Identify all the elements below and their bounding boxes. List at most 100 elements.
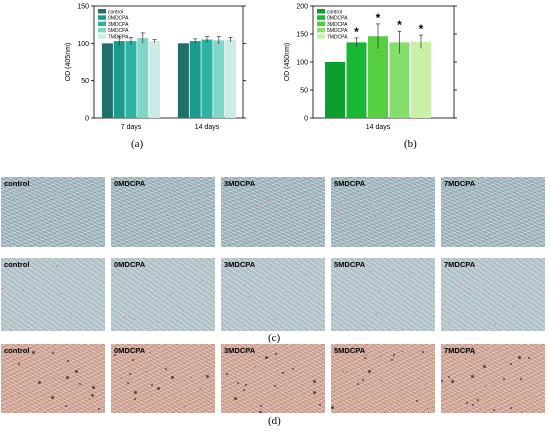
panel-label-d: (d): [268, 415, 281, 427]
micrograph-control-3: control: [1, 344, 105, 413]
y-tick-label: 50: [300, 88, 308, 95]
stain-speckles: [441, 344, 545, 413]
legend-swatch: [98, 9, 106, 14]
micrograph-0mdcpa-1: 0MDCPA: [111, 177, 215, 247]
legend-entry: 0MDCPA: [327, 16, 348, 22]
y-axis-label: OD (405nm): [65, 43, 72, 82]
micrograph-label: 7MDCPA: [444, 179, 476, 188]
legend-swatch: [98, 21, 106, 27]
significance-star: *: [376, 11, 381, 25]
y-tick-label: 150: [77, 4, 89, 11]
legend-swatch: [317, 34, 325, 39]
bar: [201, 39, 213, 118]
stain-speckles: [441, 177, 545, 247]
stain-speckles: [441, 258, 545, 331]
x-tick-label: 14 days: [366, 124, 391, 131]
micrograph-label: 0MDCPA: [114, 179, 146, 188]
significance-star: *: [354, 25, 359, 39]
micrograph-label: control: [4, 260, 30, 269]
legend-entry: 7MDCPA: [108, 35, 129, 41]
micrograph-0mdcpa-2: 0MDCPA: [111, 258, 215, 331]
legend-entry: 5MDCPA: [327, 28, 348, 34]
stain-speckles: [331, 177, 435, 247]
micrograph-label: control: [4, 346, 30, 355]
legend-swatch: [317, 21, 325, 27]
bar: [411, 41, 431, 119]
bar: [101, 43, 113, 119]
micrograph-label: 5MDCPA: [334, 179, 366, 188]
bar: [389, 42, 410, 118]
micrograph-label: 7MDCPA: [444, 260, 476, 269]
y-tick-label: 50: [81, 78, 89, 85]
legend-entry: 3MDCPA: [108, 22, 129, 28]
chart-a: [91, 5, 246, 119]
micrograph-control-2: control: [1, 258, 105, 331]
micrograph-label: 5MDCPA: [334, 260, 366, 269]
significance-star: *: [397, 18, 402, 32]
bar: [177, 43, 189, 119]
micrograph-label: 3MDCPA: [224, 346, 256, 355]
bar: [149, 41, 161, 118]
bar: [137, 38, 149, 118]
legend-swatch: [98, 27, 106, 33]
micrograph-3mdcpa-2: 3MDCPA: [221, 258, 325, 331]
bar: [125, 41, 137, 118]
micrograph-3mdcpa-1: 3MDCPA: [221, 177, 325, 247]
legend-swatch: [317, 27, 325, 33]
micrograph-5mdcpa-3: 5MDCPA: [331, 344, 435, 413]
stain-speckles: [1, 258, 105, 331]
x-tick-label: 14 days: [195, 124, 220, 131]
micrograph-label: 7MDCPA: [444, 346, 476, 355]
micrograph-3mdcpa-3: 3MDCPA: [221, 344, 325, 413]
bar: [225, 39, 237, 118]
stain-speckles: [221, 177, 325, 247]
stain-speckles: [111, 344, 215, 413]
legend-swatch: [317, 9, 325, 14]
stain-speckles: [111, 177, 215, 247]
micrograph-label: 3MDCPA: [224, 179, 256, 188]
bar: [189, 41, 201, 118]
panel-label-b: (b): [404, 138, 417, 150]
x-tick-label: 7 days: [121, 124, 142, 131]
stain-speckles: [1, 177, 105, 247]
legend-swatch: [98, 15, 106, 20]
stain-speckles: [1, 344, 105, 413]
y-axis-label: OD (450nm): [284, 43, 291, 82]
micrograph-control-1: control: [1, 177, 105, 247]
y-tick-label: 200: [296, 4, 308, 11]
y-tick-label: 0: [85, 116, 89, 123]
legend-swatch: [317, 15, 325, 20]
stain-speckles: [111, 258, 215, 331]
bar: [368, 36, 388, 118]
stain-speckles: [331, 344, 435, 413]
panel-label-a: (a): [131, 138, 144, 150]
chart-b: [310, 5, 457, 119]
legend-swatch: [98, 34, 106, 39]
plot-frame: [93, 5, 244, 119]
micrograph-0mdcpa-3: 0MDCPA: [111, 344, 215, 413]
y-tick-label: 100: [77, 41, 89, 48]
micrograph-label: control: [4, 179, 30, 188]
significance-star: *: [419, 22, 424, 36]
micrograph-label: 3MDCPA: [224, 260, 256, 269]
bar: [113, 41, 125, 118]
legend-entry: 3MDCPA: [327, 22, 348, 28]
legend-entry: control: [108, 9, 123, 15]
micrograph-label: 5MDCPA: [334, 346, 366, 355]
micrograph-label: 0MDCPA: [114, 346, 146, 355]
stain-speckles: [221, 258, 325, 331]
panel-label-c: (c): [268, 332, 281, 344]
micrograph-5mdcpa-2: 5MDCPA: [331, 258, 435, 331]
micrograph-7mdcpa-3: 7MDCPA: [441, 344, 545, 413]
bar: [213, 40, 225, 119]
micrograph-7mdcpa-1: 7MDCPA: [441, 177, 545, 247]
micrograph-label: 0MDCPA: [114, 260, 146, 269]
stain-speckles: [221, 344, 325, 413]
legend-entry: control: [327, 9, 342, 15]
legend-entry: 5MDCPA: [108, 28, 129, 34]
bar: [325, 62, 345, 118]
stain-speckles: [331, 258, 435, 331]
y-tick-label: 150: [296, 32, 308, 39]
micrograph-5mdcpa-1: 5MDCPA: [331, 177, 435, 247]
